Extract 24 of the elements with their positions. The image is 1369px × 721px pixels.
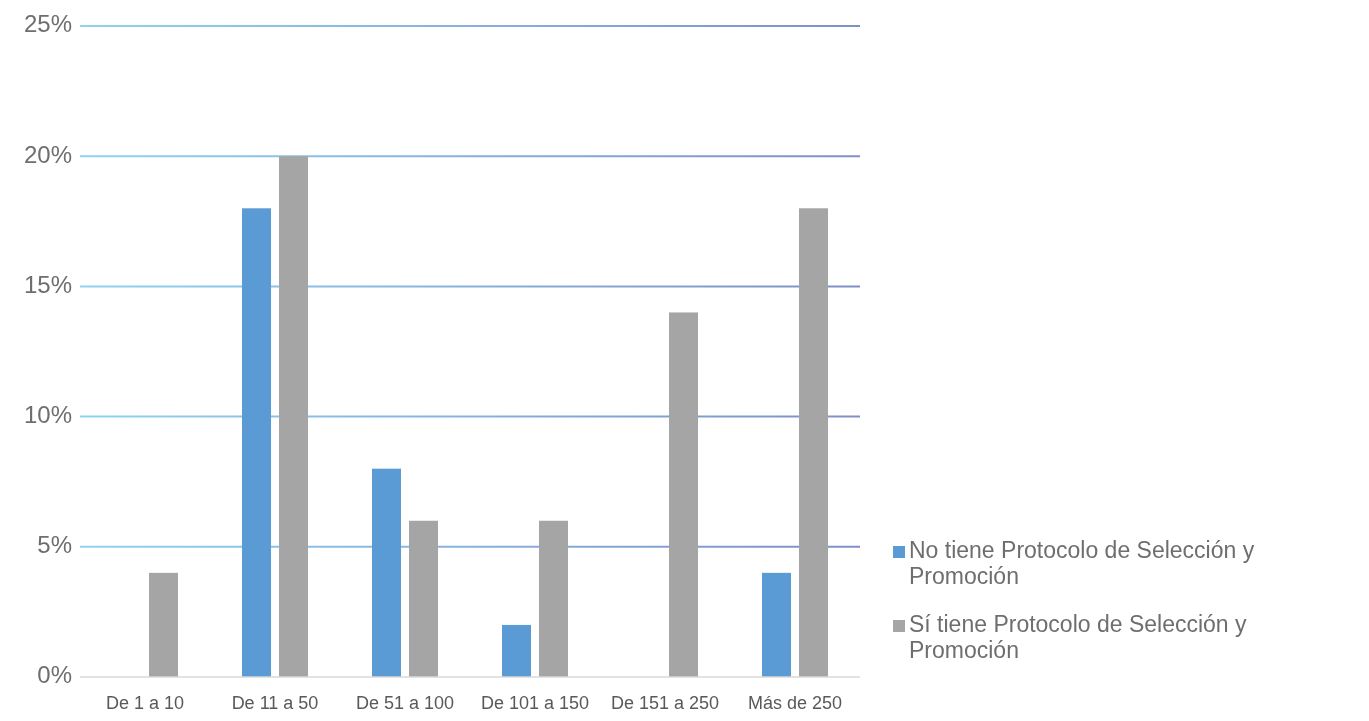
x-tick-label: De 11 a 50 (231, 693, 319, 713)
bar (279, 156, 308, 677)
x-tick-label: De 51 a 100 (355, 693, 455, 713)
legend-label: No tiene Protocolo de Selección y Promoción (909, 537, 1255, 590)
bar (149, 572, 178, 677)
x-tick-label: De 101 a 150 (480, 693, 590, 713)
x-tick-label: De 1 a 10 (105, 693, 185, 713)
bar (372, 468, 401, 677)
y-tick-label: 20% (23, 140, 72, 168)
y-tick-label: 15% (23, 270, 72, 298)
y-tick-label: 5% (37, 531, 72, 559)
x-tick-label: Más de 250 (747, 693, 843, 713)
bar (409, 520, 438, 677)
y-tick-label: 10% (23, 400, 72, 428)
legend-label: Sí tiene Protocolo de Selección y Promoción (909, 611, 1248, 664)
y-tick-label: 25% (23, 10, 72, 38)
bar (242, 208, 271, 677)
bar (762, 572, 791, 677)
bar (669, 312, 698, 677)
bar (799, 208, 828, 677)
y-tick-label: 0% (37, 661, 72, 689)
bar (539, 520, 568, 677)
x-tick-label: De 151 a 250 (610, 693, 720, 713)
bar (502, 624, 531, 677)
